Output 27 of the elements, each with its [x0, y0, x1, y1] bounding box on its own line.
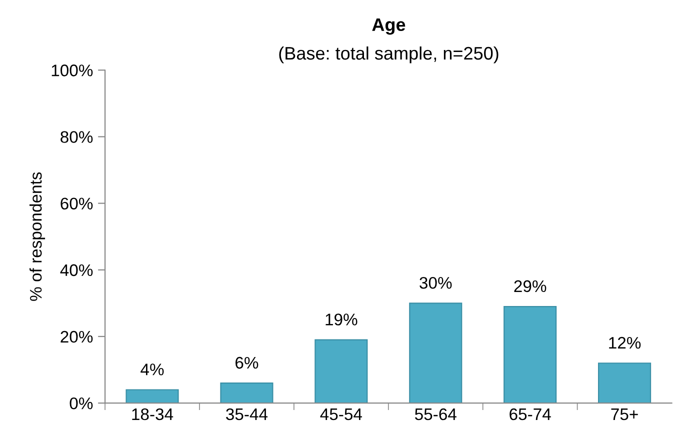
x-tick-label: 55-64 — [414, 408, 456, 420]
data-label: 30% — [420, 276, 452, 289]
x-tick-label: 65-74 — [510, 408, 551, 420]
y-tick-label: 0% — [70, 397, 93, 410]
x-tick-label: 35-44 — [226, 408, 268, 420]
data-label: 29% — [514, 280, 546, 292]
data-label: 6% — [236, 356, 258, 369]
bar — [409, 302, 462, 404]
bar — [220, 382, 274, 404]
y-tick-label: 20% — [60, 330, 93, 343]
data-label: 12% — [609, 336, 641, 349]
x-tick-label: 45-54 — [320, 408, 362, 420]
bar — [504, 306, 557, 404]
data-label: 19% — [326, 314, 358, 326]
bar — [314, 339, 368, 404]
x-tick-label: 18-34 — [132, 408, 174, 420]
chart-title: Age — [372, 18, 406, 35]
y-axis-title: % of respondents — [30, 172, 46, 301]
y-tick-label: 80% — [60, 131, 93, 143]
y-tick-label: 40% — [60, 264, 93, 276]
x-tick-label: 75+ — [611, 408, 638, 420]
y-tick-label: 60% — [60, 198, 93, 210]
bar — [598, 362, 652, 404]
bar — [126, 389, 179, 404]
y-tick-label: 100% — [52, 64, 93, 76]
chart-subtitle: (Base: total sample, n=250) — [279, 46, 498, 64]
data-label: 4% — [140, 364, 164, 376]
